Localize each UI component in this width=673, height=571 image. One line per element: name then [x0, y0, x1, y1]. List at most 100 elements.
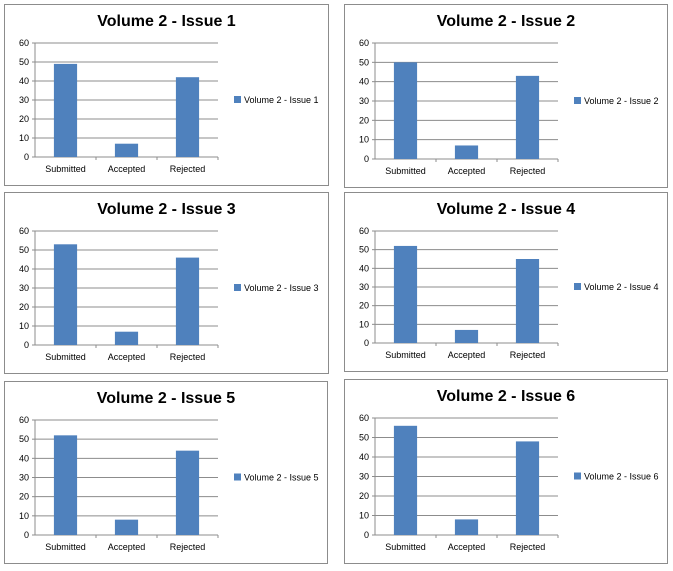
x-tick-label: Submitted	[385, 542, 426, 552]
chart-panel-issue-4: Volume 2 - Issue 4 0 10 20 30 40 50 60 Submitted…	[344, 192, 668, 372]
chart-title: Volume 2 - Issue 3	[97, 201, 236, 218]
bar	[114, 519, 139, 535]
y-tick-label: 20	[19, 302, 29, 312]
chart-title: Volume 2 - Issue 5	[97, 390, 236, 407]
bar	[454, 145, 479, 159]
bar	[53, 244, 78, 345]
x-tick-label: Rejected	[170, 542, 206, 552]
y-tick-label: 30	[19, 95, 29, 105]
legend-label: Volume 2 - Issue 3	[244, 283, 319, 293]
bar	[393, 245, 418, 343]
y-tick-label: 50	[19, 434, 29, 444]
y-tick-label: 40	[359, 452, 369, 462]
bar	[393, 425, 418, 535]
y-tick-label: 50	[359, 57, 369, 67]
y-tick-label: 40	[359, 77, 369, 87]
y-tick-label: 0	[364, 338, 369, 348]
legend-swatch	[574, 472, 581, 480]
y-tick-label: 20	[359, 491, 369, 501]
chart-panel-issue-6: Volume 2 - Issue 6 0 10 20 30 40 50 60 Submitted…	[344, 379, 668, 564]
chart-panel-issue-5: Volume 2 - Issue 5 0 10 20 30 40 50 60 Submitted…	[4, 381, 328, 564]
bar	[114, 331, 139, 345]
y-tick-label: 30	[19, 473, 29, 483]
x-tick-label: Accepted	[108, 352, 146, 362]
chart-panel-issue-2: Volume 2 - Issue 2 0 10 20 30 40 50 60 Submitted…	[344, 4, 668, 188]
y-tick-label: 10	[359, 319, 369, 329]
bar	[175, 77, 200, 157]
legend-label: Volume 2 - Issue 2	[584, 96, 659, 106]
x-tick-label: Accepted	[108, 542, 146, 552]
x-tick-label: Submitted	[385, 166, 426, 176]
x-tick-label: Rejected	[510, 166, 546, 176]
y-tick-label: 10	[359, 135, 369, 145]
y-tick-label: 0	[24, 530, 29, 540]
x-tick-label: Rejected	[170, 352, 206, 362]
x-tick-label: Submitted	[45, 164, 86, 174]
chart-panel-issue-3: Volume 2 - Issue 3 0 10 20 30 40 50 60 Submitted…	[4, 192, 329, 374]
chart-title: Volume 2 - Issue 6	[437, 388, 576, 405]
legend-swatch	[234, 473, 241, 481]
legend-swatch	[574, 283, 581, 290]
x-tick-label: Submitted	[45, 352, 86, 362]
legend-label: Volume 2 - Issue 5	[244, 473, 319, 483]
y-tick-label: 10	[19, 133, 29, 143]
bar-chart-1: Volume 2 - Issue 1 0 10 20 30 40 50 60 Submitted…	[19, 13, 319, 174]
chart-title: Volume 2 - Issue 2	[437, 13, 576, 30]
legend-swatch	[234, 96, 241, 103]
x-tick-label: Accepted	[448, 542, 486, 552]
y-tick-label: 50	[19, 57, 29, 67]
x-tick-label: Accepted	[448, 166, 486, 176]
y-tick-label: 50	[359, 433, 369, 443]
y-tick-label: 50	[19, 245, 29, 255]
legend-label: Volume 2 - Issue 6	[584, 472, 659, 482]
y-tick-label: 60	[359, 413, 369, 423]
y-tick-label: 20	[359, 301, 369, 311]
bar	[515, 259, 540, 343]
y-tick-label: 20	[19, 114, 29, 124]
y-tick-label: 0	[24, 152, 29, 162]
bar	[175, 450, 200, 535]
y-tick-label: 40	[19, 453, 29, 463]
y-tick-label: 0	[364, 154, 369, 164]
chart-title: Volume 2 - Issue 1	[97, 13, 236, 30]
bar	[53, 63, 78, 157]
y-tick-label: 40	[19, 264, 29, 274]
bar	[515, 75, 540, 159]
y-tick-label: 50	[359, 245, 369, 255]
y-tick-label: 0	[364, 530, 369, 540]
bar-chart-4: Volume 2 - Issue 4 0 10 20 30 40 50 60 Submitted…	[359, 201, 659, 360]
y-tick-label: 10	[359, 511, 369, 521]
y-tick-label: 60	[19, 226, 29, 236]
bar	[175, 257, 200, 345]
y-tick-label: 60	[359, 226, 369, 236]
bar	[53, 435, 78, 535]
y-tick-label: 0	[24, 340, 29, 350]
y-tick-label: 60	[19, 415, 29, 425]
y-tick-label: 20	[19, 492, 29, 502]
y-tick-label: 10	[19, 321, 29, 331]
x-tick-label: Rejected	[510, 350, 546, 360]
legend-swatch	[574, 97, 581, 104]
bar	[114, 143, 139, 157]
x-tick-label: Rejected	[510, 542, 546, 552]
chart-panel-issue-1: Volume 2 - Issue 1 0 10 20 30 40 50 60 Submitted…	[4, 4, 329, 186]
bar	[393, 62, 418, 160]
legend-label: Volume 2 - Issue 4	[584, 282, 659, 292]
y-tick-label: 30	[359, 472, 369, 482]
y-tick-label: 40	[359, 263, 369, 273]
bar-chart-2: Volume 2 - Issue 2 0 10 20 30 40 50 60 Submitted…	[359, 13, 659, 176]
x-tick-label: Submitted	[385, 350, 426, 360]
bar-chart-6: Volume 2 - Issue 6 0 10 20 30 40 50 60 Submitted…	[359, 388, 659, 552]
y-tick-label: 40	[19, 76, 29, 86]
bar	[454, 329, 479, 343]
x-tick-label: Accepted	[108, 164, 146, 174]
y-tick-label: 60	[19, 38, 29, 48]
y-tick-label: 10	[19, 511, 29, 521]
y-tick-label: 30	[19, 283, 29, 293]
legend-swatch	[234, 284, 241, 291]
bar	[515, 441, 540, 535]
y-tick-label: 60	[359, 38, 369, 48]
y-tick-label: 30	[359, 96, 369, 106]
bar-chart-5: Volume 2 - Issue 5 0 10 20 30 40 50 60 Submitted…	[19, 390, 319, 552]
x-tick-label: Rejected	[170, 164, 206, 174]
